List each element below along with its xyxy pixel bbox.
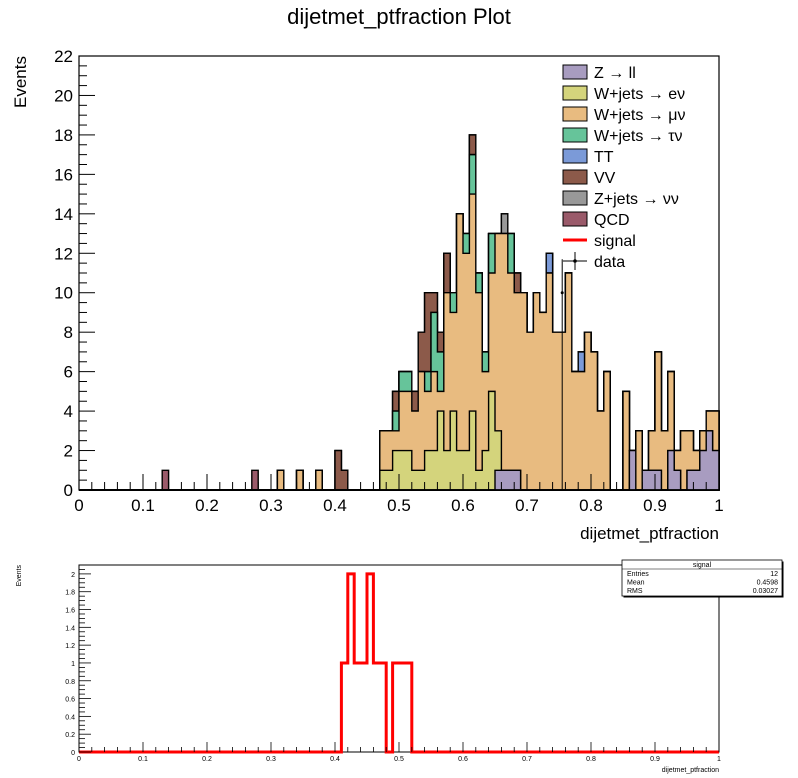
signal-x-tick-label: 0.5 — [394, 756, 404, 763]
stats-label: Mean — [627, 580, 645, 587]
legend-marker — [573, 259, 577, 263]
stats-label: Entries — [627, 571, 649, 578]
legend-label: Z+jets → νν — [594, 191, 679, 208]
stats-box: signal Entries 12 Mean 0.4598 RMS 0.03027 — [621, 559, 784, 598]
legend-swatch — [562, 106, 588, 122]
legend-item: VV — [562, 169, 616, 187]
legend-swatch — [562, 85, 588, 101]
y-tick-label: 18 — [54, 126, 73, 145]
stats-label: RMS — [627, 588, 643, 595]
x-tick-label: 0.7 — [515, 496, 539, 515]
y-tick-label: 2 — [64, 442, 73, 461]
signal-y-axis: 0 0.2 0.4 0.6 0.8 1 1.2 1.4 1.6 1.8 2 — [65, 564, 91, 757]
signal-x-tick-label: 0.9 — [650, 756, 660, 763]
stats-frame — [621, 559, 783, 597]
legend-label: data — [594, 254, 625, 271]
signal-x-axis-title: dijetmet_ptfraction — [662, 767, 719, 774]
y-tick-label: 12 — [54, 244, 73, 263]
x-tick-label: 0.2 — [195, 496, 219, 515]
signal-y-tick-label: 0 — [71, 750, 75, 757]
signal-y-tick-label: 1 — [71, 661, 75, 668]
signal-y-tick-label: 1.4 — [65, 625, 75, 632]
legend-item: Z+jets → νν — [562, 190, 679, 208]
signal-line — [79, 572, 719, 754]
x-axis: 0 0.1 0.2 0.3 0.4 0.5 0.6 0.7 0.8 0.9 1 — [74, 474, 724, 515]
x-tick-label: 0.6 — [451, 496, 475, 515]
stats-value: 0.4598 — [757, 580, 779, 587]
signal-y-axis-title: Events — [16, 565, 23, 587]
legend-label: W+jets → τν — [594, 128, 683, 145]
legend-item: Z → ll — [562, 64, 636, 82]
legend-swatch — [562, 190, 588, 206]
signal-x-axis: 0 0.1 0.2 0.3 0.4 0.5 0.6 0.7 0.8 0.9 1 — [77, 742, 721, 763]
signal-x-tick-label: 0.6 — [458, 756, 468, 763]
y-tick-label: 4 — [64, 402, 73, 421]
legend-label: signal — [594, 233, 636, 250]
legend-item: data — [563, 252, 625, 271]
legend-item: W+jets → μν — [562, 106, 685, 124]
legend-item: TT — [562, 148, 614, 166]
signal-y-tick-label: 0.4 — [65, 714, 75, 721]
legend-label: TT — [594, 149, 614, 166]
signal-y-tick-label: 0.8 — [65, 679, 75, 686]
signal-y-tick-label: 1.2 — [65, 643, 75, 650]
page-title: dijetmet_ptfraction Plot — [287, 4, 511, 29]
signal-y-tick-label: 1.6 — [65, 608, 75, 615]
signal-y-tick-label: 1.8 — [65, 590, 75, 597]
legend-item: signal — [563, 233, 636, 250]
y-tick-label: 16 — [54, 165, 73, 184]
legend-item: W+jets → τν — [562, 127, 683, 145]
legend-swatch — [562, 211, 588, 227]
x-tick-label: 1 — [714, 496, 723, 515]
main-histogram: 0 2 4 6 8 10 12 14 16 18 20 22 0 0.1 0.2 0.3 0.4 0.5 0.6 0.… — [11, 47, 724, 543]
legend-label: Z → ll — [594, 65, 636, 82]
legend: Z → ll W+jets → eν W+jets → μν W+jets → τν T… — [562, 64, 685, 271]
y-tick-label: 20 — [54, 86, 73, 105]
x-tick-label: 0.9 — [643, 496, 667, 515]
x-axis-title: dijetmet_ptfraction — [580, 524, 719, 543]
signal-x-tick-label: 0 — [77, 756, 81, 763]
signal-x-tick-label: 0.2 — [202, 756, 212, 763]
signal-x-tick-label: 0.7 — [522, 756, 532, 763]
legend-swatch — [562, 127, 588, 143]
stats-value: 12 — [770, 571, 778, 578]
legend-label: W+jets → eν — [594, 86, 685, 103]
x-tick-label: 0.5 — [387, 496, 411, 515]
signal-y-tick-label: 0.6 — [65, 697, 75, 704]
signal-x-tick-label: 0.1 — [138, 756, 148, 763]
x-tick-label: 0.3 — [259, 496, 283, 515]
signal-x-tick-label: 0.8 — [586, 756, 596, 763]
y-tick-label: 10 — [54, 284, 73, 303]
stats-value: 0.03027 — [753, 588, 778, 595]
stats-title: signal — [693, 562, 712, 569]
legend-item: W+jets → eν — [562, 85, 685, 103]
legend-swatch — [562, 169, 588, 185]
y-tick-label: 14 — [54, 205, 73, 224]
y-tick-label: 6 — [64, 363, 73, 382]
legend-swatch — [562, 148, 588, 164]
signal-x-tick-label: 0.4 — [330, 756, 340, 763]
data-marker-0 — [560, 291, 564, 295]
x-tick-label: 0.4 — [323, 496, 347, 515]
x-tick-label: 0 — [74, 496, 83, 515]
y-axis-title: Events — [11, 56, 30, 108]
signal-x-tick-label: 1 — [717, 756, 721, 763]
y-tick-label: 8 — [64, 323, 73, 342]
y-tick-label: 0 — [64, 481, 73, 500]
legend-swatch — [562, 64, 588, 80]
x-tick-label: 0.8 — [579, 496, 603, 515]
signal-y-tick-label: 2 — [71, 572, 75, 579]
legend-label: W+jets → μν — [594, 107, 685, 124]
legend-label: QCD — [594, 212, 630, 229]
y-axis: 0 2 4 6 8 10 12 14 16 18 20 22 — [54, 47, 95, 500]
x-tick-label: 0.1 — [131, 496, 155, 515]
signal-x-tick-label: 0.3 — [266, 756, 276, 763]
y-tick-label: 22 — [54, 47, 73, 66]
signal-y-tick-label: 0.2 — [65, 732, 75, 739]
legend-item: QCD — [562, 211, 630, 229]
legend-label: VV — [594, 170, 616, 187]
